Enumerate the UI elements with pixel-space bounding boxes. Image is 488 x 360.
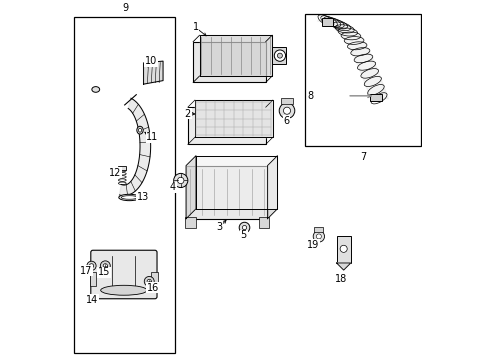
Circle shape (313, 231, 324, 242)
Text: 17: 17 (80, 266, 93, 276)
Circle shape (173, 174, 187, 188)
Circle shape (100, 261, 110, 271)
Ellipse shape (92, 87, 100, 92)
Text: 19: 19 (306, 239, 318, 249)
Bar (151, 272, 158, 286)
Circle shape (144, 276, 154, 286)
Text: 12: 12 (109, 168, 121, 178)
Polygon shape (186, 156, 196, 219)
Polygon shape (199, 35, 271, 76)
Polygon shape (119, 98, 150, 196)
Circle shape (283, 107, 290, 114)
Polygon shape (196, 156, 277, 209)
Text: 11: 11 (146, 132, 158, 142)
Bar (305, 14, 420, 146)
Circle shape (279, 103, 294, 118)
Bar (90, 272, 96, 286)
Circle shape (89, 264, 93, 268)
Polygon shape (336, 263, 350, 270)
Bar (187, 107, 265, 144)
Polygon shape (267, 156, 277, 219)
Text: 7: 7 (359, 153, 366, 162)
Bar (336, 237, 350, 263)
Text: 5: 5 (240, 230, 246, 240)
Bar (322, 18, 332, 26)
Text: 18: 18 (334, 274, 346, 284)
Text: 8: 8 (307, 91, 313, 101)
Bar (186, 166, 267, 219)
Bar (74, 17, 175, 353)
Bar (314, 227, 323, 232)
Bar (369, 94, 381, 102)
Text: 3: 3 (216, 222, 223, 232)
Polygon shape (195, 100, 272, 137)
Circle shape (103, 264, 107, 268)
Ellipse shape (121, 196, 137, 199)
Bar (258, 217, 269, 228)
Circle shape (316, 234, 321, 239)
Polygon shape (143, 61, 163, 84)
Text: 14: 14 (86, 295, 98, 305)
Text: 9: 9 (122, 3, 129, 13)
FancyBboxPatch shape (91, 250, 157, 299)
Text: 16: 16 (147, 283, 159, 293)
Circle shape (274, 50, 285, 61)
Ellipse shape (101, 285, 147, 295)
Bar (118, 166, 126, 170)
Text: 15: 15 (98, 267, 110, 277)
Ellipse shape (138, 128, 142, 132)
Ellipse shape (119, 194, 140, 201)
Text: 13: 13 (137, 193, 149, 202)
Bar (271, 47, 285, 64)
Text: 1: 1 (192, 22, 198, 32)
Text: 4: 4 (169, 182, 176, 192)
Circle shape (340, 245, 346, 252)
Circle shape (87, 261, 96, 270)
Circle shape (147, 279, 151, 284)
Text: 6: 6 (283, 116, 289, 126)
Circle shape (242, 225, 246, 230)
Bar (280, 98, 293, 104)
Circle shape (277, 53, 282, 58)
Circle shape (239, 222, 249, 233)
Circle shape (177, 177, 183, 184)
Ellipse shape (137, 126, 143, 134)
Bar (185, 217, 196, 228)
Bar (193, 42, 265, 82)
Text: 2: 2 (184, 108, 191, 118)
Text: 10: 10 (144, 56, 157, 66)
